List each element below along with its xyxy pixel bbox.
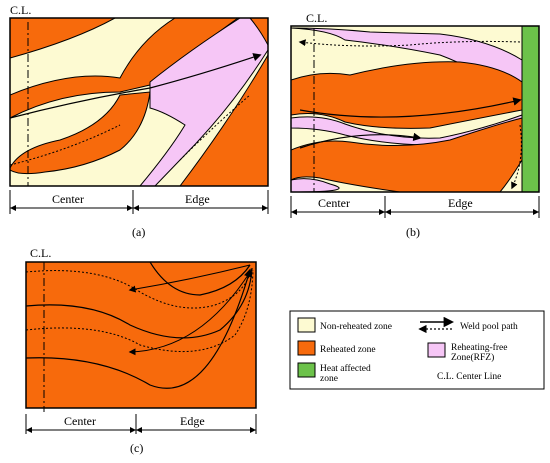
panel-b-weld-path-1 [298,39,521,47]
panel-b: C.L. Center Edge (b) [290,11,540,239]
panel-b-heat-affected-zone [521,26,539,192]
legend: Non-reheated zone Reheated zone Heat aff… [289,310,545,390]
legend-label-non-reheated: Non-reheated zone [320,322,392,332]
panel-b-edge-label: Edge [448,196,473,210]
legend-swatch-rfz [427,342,446,358]
panel-c-cl-label: C.L. [30,246,51,260]
panel-c-weld-path-4 [26,267,253,339]
panel-c: C.L. Center Edge (c) [25,246,257,455]
panel-c-caption: (c) [130,441,143,455]
panel-b-caption: (b) [406,225,420,239]
panel-a-reheated-edge-corner [249,18,268,46]
panel-c-edge-label: Edge [180,414,205,428]
legend-frame [289,310,545,390]
panel-b-cl-label: C.L. [306,11,327,25]
legend-label-rfz-1: Reheating-free [451,342,507,353]
panel-c-reheated-zone [26,262,256,408]
legend-label-haz-1: Heat affected [320,363,371,374]
panel-b-center-label: Center [318,196,350,210]
panel-a-cl-label: C.L. [10,3,31,17]
panel-a: C.L. Center Edge (a) [9,3,269,239]
panel-a-frame [9,17,269,187]
panel-c-weld-path-6 [128,271,251,356]
panel-a-reheated-band-lower [10,91,151,175]
legend-swatch-non-reheated [297,317,316,333]
panel-c-center-label: Center [64,414,96,428]
panel-b-weld-path-3 [299,132,422,149]
panel-a-weld-path-3 [179,94,251,161]
panel-b-weld-path-2 [299,97,522,118]
panel-a-center-label: Center [52,192,84,206]
panel-c-dim-arrows [26,427,256,433]
panel-a-weld-path-1 [10,53,262,119]
panel-a-caption: (a) [132,225,145,239]
legend-label-center-line: C.L. Center Line [437,372,501,382]
panel-c-frame [25,261,257,409]
legend-swatch-reheated [297,340,316,356]
panel-c-weld-path-1 [149,262,251,296]
panel-a-edge-label: Edge [185,192,210,206]
legend-swatch-haz [297,362,316,378]
legend-label-weld-path: Weld pool path [460,322,518,332]
panel-b-frame [290,25,540,193]
panel-c-weld-path-2 [26,267,253,309]
panel-a-reheated-band-top [10,18,116,59]
panel-c-weld-path-7 [26,268,253,389]
legend-label-haz-2: zone [320,374,338,384]
panel-b-weld-path-4 [511,124,522,190]
panel-a-weld-path-2 [10,124,121,166]
panel-c-weld-path-3 [128,264,251,293]
legend-label-reheated: Reheated zone [320,345,376,355]
legend-label-rfz-2: Zone(RFZ) [451,352,494,363]
panel-a-dim-arrows [10,205,268,211]
